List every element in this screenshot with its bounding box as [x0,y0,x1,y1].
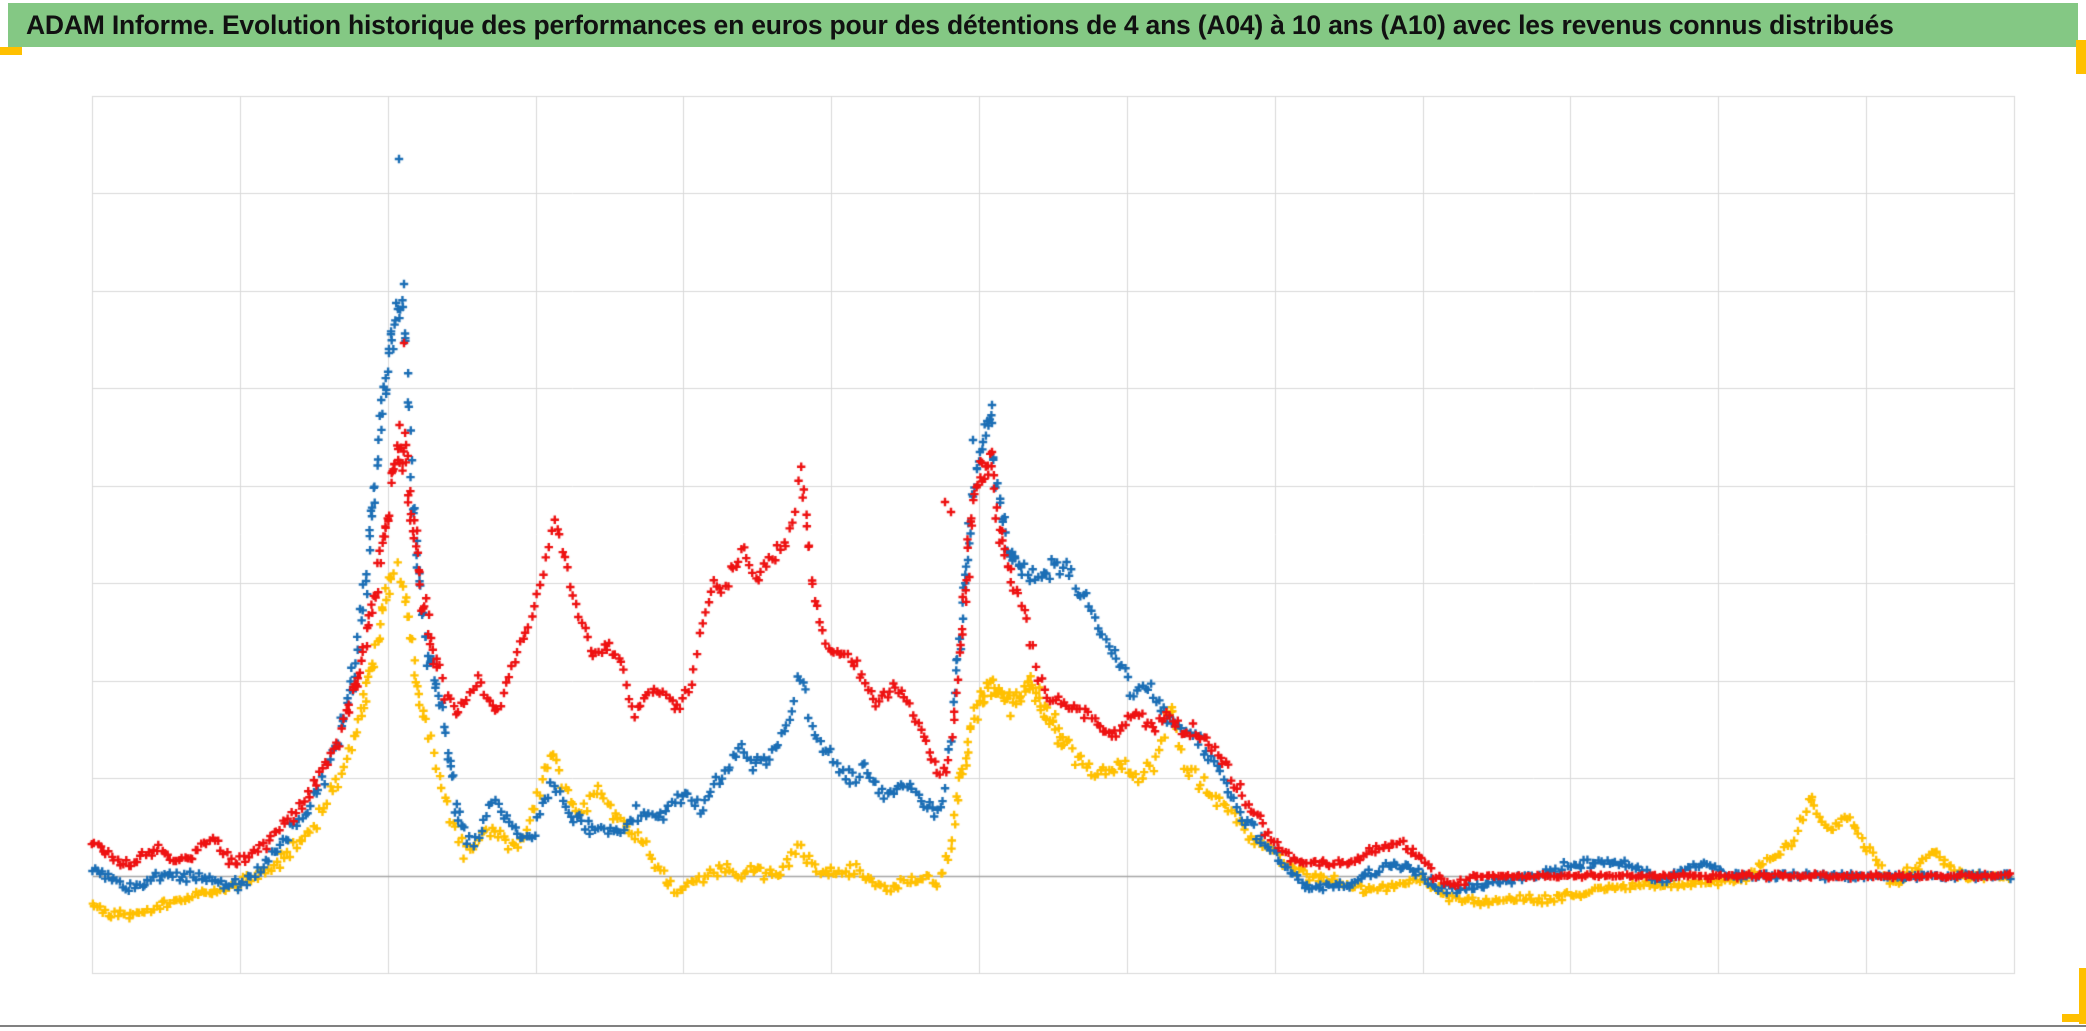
page-bottom-divider [0,1025,2086,1027]
selection-handle-bottom-right-horizontal [2062,1014,2086,1022]
chart-title-bar: ADAM Informe. Evolution historique des p… [8,3,2078,47]
page-title: ADAM Informe. Evolution historique des p… [26,9,1894,40]
selection-handle-bottom-right-vertical [2079,968,2086,1024]
selection-handle-top-right [2076,40,2086,74]
selection-handle-top-left [0,47,22,55]
